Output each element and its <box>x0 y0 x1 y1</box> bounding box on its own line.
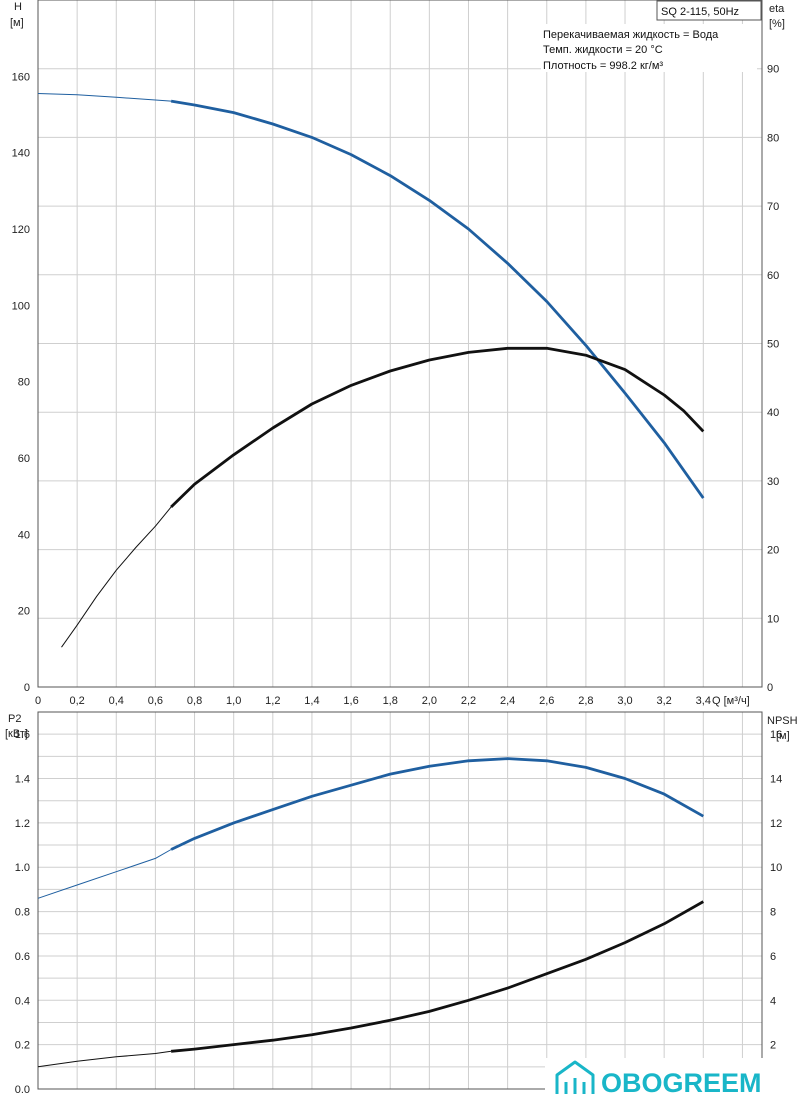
series-p2-thin <box>37 849 172 899</box>
top-chart-grid <box>38 0 762 687</box>
x-tick-label: 0,8 <box>187 695 202 707</box>
y-tick-label-left: 140 <box>12 148 30 160</box>
top-chart-y-ticks-left: 0 20 40 60 80 100 120 140 160 <box>12 71 30 694</box>
bottom-y-axis-label-left: P2 <box>8 713 21 725</box>
chart-title-box <box>656 0 762 21</box>
y-tick-label-left: 0.0 <box>15 1084 30 1096</box>
y-tick-label-left: 1.0 <box>15 862 30 874</box>
top-y-axis-label-left-unit: [м] <box>10 17 24 29</box>
y-tick-label-right: 10 <box>767 613 779 625</box>
x-tick-label: 1,2 <box>265 695 280 707</box>
series-p2-line <box>170 757 704 851</box>
info-line-fluid: Перекачиваемая жидкость = Вода <box>543 29 719 41</box>
series-eta-line <box>170 346 705 509</box>
series-eta-thin <box>61 506 172 648</box>
series-npsh-line <box>170 900 704 1053</box>
logo-background <box>545 1058 811 1100</box>
bottom-y-axis-label-right: NPSH <box>767 715 798 727</box>
x-tick-label: 3,4 <box>696 695 711 707</box>
x-tick-label: 1,0 <box>226 695 241 707</box>
y-tick-label-right: 4 <box>770 995 776 1007</box>
series-h-thin <box>37 93 172 102</box>
bottom-chart-grid <box>38 712 762 1089</box>
series-h-line <box>170 99 705 499</box>
top-chart-y-ticks-right: 0 10 20 30 40 50 60 70 80 90 <box>767 64 779 694</box>
y-tick-label-left: 1.4 <box>15 774 30 786</box>
y-tick-label-right: 50 <box>767 339 779 351</box>
bottom-y-axis-label-left-unit: [кВт] <box>5 728 28 740</box>
top-y-axis-label-left: H <box>14 1 22 13</box>
top-chart-frame <box>37 0 763 688</box>
bottom-chart-y-ticks-left: 0.0 0.2 0.4 0.6 0.8 1.0 1.2 1.4 1.6 <box>15 729 30 1096</box>
y-tick-label-right: 40 <box>767 407 779 419</box>
y-tick-label-left: 0.8 <box>15 907 30 919</box>
top-y-axis-label-right-unit: [%] <box>769 18 785 30</box>
bottom-chart-y-ticks-right: 2 4 6 8 10 12 14 16 <box>770 729 782 1051</box>
x-tick-label: 2,4 <box>500 695 515 707</box>
x-tick-label: 2,0 <box>422 695 437 707</box>
y-tick-label-right: 0 <box>767 682 773 694</box>
top-chart-series <box>37 93 705 648</box>
y-tick-label-left: 0.4 <box>15 995 30 1007</box>
y-tick-label-right: 90 <box>767 64 779 76</box>
y-tick-label-right: 20 <box>767 545 779 557</box>
bottom-y-axis-label-right-unit: [м] <box>776 730 790 742</box>
y-tick-label-left: 80 <box>18 377 30 389</box>
x-tick-label: 1,6 <box>343 695 358 707</box>
info-line-density: Плотность = 998.2 кг/м³ <box>543 60 663 72</box>
x-tick-label: 3,0 <box>617 695 632 707</box>
x-tick-label: 0,2 <box>69 695 84 707</box>
y-tick-label-right: 14 <box>770 774 782 786</box>
house-icon <box>555 1060 595 1094</box>
y-tick-label-left: 120 <box>12 224 30 236</box>
logo-text: OBOGREEM <box>601 1068 762 1098</box>
y-tick-label-right: 60 <box>767 270 779 282</box>
x-tick-label: 0 <box>35 695 41 707</box>
top-y-axis-label-right: eta <box>769 3 785 15</box>
series-npsh-thin <box>37 1050 172 1068</box>
y-tick-label-left: 0 <box>24 682 30 694</box>
info-line-temperature: Темп. жидкости = 20 °C <box>543 44 663 56</box>
y-tick-label-left: 160 <box>12 71 30 83</box>
chart-title: SQ 2-115, 50Hz <box>661 6 739 18</box>
x-tick-label: 0,6 <box>148 695 163 707</box>
x-tick-label: 2,8 <box>578 695 593 707</box>
y-tick-label-right: 6 <box>770 951 776 963</box>
top-chart-x-ticks: 0 0,2 0,4 0,6 0,8 1,0 1,2 1,4 1,6 1,8 2,0 2,2 2,4 2,6… <box>35 695 711 707</box>
y-tick-label-right: 70 <box>767 201 779 213</box>
x-tick-label: 1,4 <box>304 695 319 707</box>
bottom-chart: 0.0 0.2 0.4 0.6 0.8 1.0 1.2 1.4 1.6 2 4 6 8 10 12 14 16… <box>5 711 798 1096</box>
y-tick-label-right: 16 <box>770 729 782 741</box>
y-tick-label-left: 100 <box>12 300 30 312</box>
x-tick-label: 2,6 <box>539 695 554 707</box>
x-tick-label: 2,2 <box>461 695 476 707</box>
x-tick-label: 1,8 <box>383 695 398 707</box>
y-tick-label-left: 40 <box>18 529 30 541</box>
y-tick-label-left: 0.2 <box>15 1040 30 1052</box>
y-tick-label-right: 30 <box>767 476 779 488</box>
x-tick-label: 0,4 <box>109 695 124 707</box>
y-tick-label-right: 12 <box>770 818 782 830</box>
bottom-chart-frame <box>37 711 763 1090</box>
y-tick-label-right: 8 <box>770 907 776 919</box>
top-chart: 0 0,2 0,4 0,6 0,8 1,0 1,2 1,4 1,6 1,8 2,0 2,2 2,4 2,6… <box>10 0 785 707</box>
x-axis-label: Q [м³/ч] <box>712 695 750 707</box>
y-tick-label-left: 1.2 <box>15 818 30 830</box>
x-tick-label: 3,2 <box>657 695 672 707</box>
y-tick-label-left: 20 <box>18 606 30 618</box>
y-tick-label-left: 1.6 <box>15 729 30 741</box>
y-tick-label-right: 2 <box>770 1040 776 1052</box>
bottom-chart-series <box>37 757 704 1068</box>
y-tick-label-right: 80 <box>767 132 779 144</box>
info-box <box>541 24 757 72</box>
y-tick-label-left: 0.6 <box>15 951 30 963</box>
y-tick-label-left: 60 <box>18 453 30 465</box>
brand-logo: OBOGREEM <box>545 1058 811 1100</box>
y-tick-label-right: 10 <box>770 862 782 874</box>
